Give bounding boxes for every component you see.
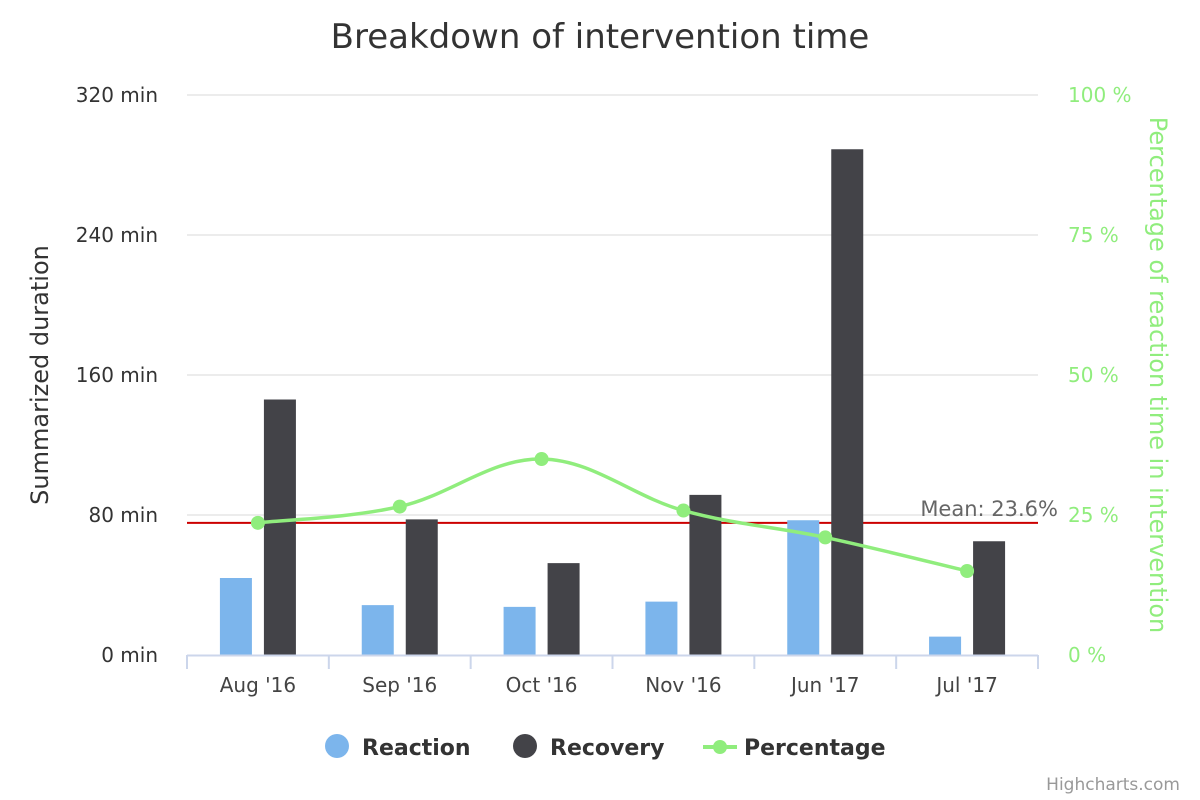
right-tick-label: 50 % bbox=[1068, 363, 1119, 387]
percentage-line bbox=[257, 457, 968, 573]
right-tick-label: 0 % bbox=[1068, 643, 1106, 667]
x-tick-label: Aug '16 bbox=[220, 673, 296, 697]
right-tick-label: 100 % bbox=[1068, 83, 1132, 107]
bar-series-group bbox=[219, 149, 1006, 655]
legend-label: Recovery bbox=[550, 736, 664, 761]
legend-marker-icon bbox=[325, 734, 349, 758]
right-tick-label: 75 % bbox=[1068, 223, 1119, 247]
bar-recovery bbox=[547, 563, 580, 655]
legend-item-reaction[interactable]: Reaction bbox=[325, 734, 471, 761]
x-tick-label: Jun '17 bbox=[789, 673, 860, 697]
right-tick-label: 25 % bbox=[1068, 503, 1119, 527]
legend-item-recovery[interactable]: Recovery bbox=[513, 734, 664, 761]
legend-marker-icon bbox=[713, 740, 727, 754]
legend-marker-icon bbox=[513, 734, 537, 758]
percentage-point bbox=[392, 499, 407, 514]
percentage-point bbox=[960, 564, 975, 578]
left-axis-ticks: 0 min 80 min 160 min 240 min 320 min bbox=[76, 83, 158, 667]
x-axis-ticks: Aug '16 Sep '16 Oct '16 Nov '16 Jun '17 Jul '… bbox=[220, 673, 998, 697]
x-tick-label: Nov '16 bbox=[645, 673, 721, 697]
percentage-line-group bbox=[250, 452, 975, 578]
x-axis bbox=[186, 654, 1039, 669]
x-tick-label: Sep '16 bbox=[362, 673, 437, 697]
legend-label: Reaction bbox=[362, 736, 471, 761]
bar-reaction bbox=[929, 636, 962, 655]
left-tick-label: 80 min bbox=[88, 503, 158, 527]
percentage-point bbox=[250, 515, 265, 530]
bar-recovery bbox=[973, 541, 1006, 655]
left-tick-label: 0 min bbox=[101, 643, 158, 667]
mean-plot-line-group: Mean: 23.6% bbox=[187, 497, 1058, 524]
percentage-point bbox=[534, 452, 549, 466]
left-tick-label: 320 min bbox=[76, 83, 158, 107]
bar-reaction bbox=[503, 606, 536, 655]
bar-reaction bbox=[219, 578, 252, 655]
bar-reaction bbox=[645, 601, 678, 655]
legend: Reaction Recovery Percentage bbox=[325, 734, 886, 761]
credits-link[interactable]: Highcharts.com bbox=[1046, 775, 1180, 795]
bar-recovery bbox=[831, 149, 864, 655]
left-tick-label: 240 min bbox=[76, 223, 158, 247]
left-axis-title: Summarized duration bbox=[26, 245, 54, 505]
x-tick-label: Jul '17 bbox=[934, 673, 997, 697]
percentage-point bbox=[676, 503, 691, 518]
percentage-point bbox=[818, 530, 833, 545]
bar-reaction bbox=[787, 520, 820, 655]
mean-plot-line-label: Mean: 23.6% bbox=[920, 497, 1058, 521]
right-axis-ticks: 0 % 25 % 50 % 75 % 100 % bbox=[1068, 83, 1132, 667]
grid-lines bbox=[187, 94, 1038, 516]
chart-title: Breakdown of intervention time bbox=[331, 17, 870, 57]
x-tick-label: Oct '16 bbox=[506, 673, 578, 697]
bar-recovery bbox=[263, 399, 296, 655]
bar-recovery bbox=[689, 494, 722, 655]
left-tick-label: 160 min bbox=[76, 363, 158, 387]
legend-item-percentage[interactable]: Percentage bbox=[703, 736, 886, 761]
right-axis-title: Percentage of reaction time in intervent… bbox=[1144, 117, 1172, 633]
bar-reaction bbox=[361, 605, 394, 655]
legend-label: Percentage bbox=[744, 736, 886, 761]
bar-recovery bbox=[405, 519, 438, 655]
